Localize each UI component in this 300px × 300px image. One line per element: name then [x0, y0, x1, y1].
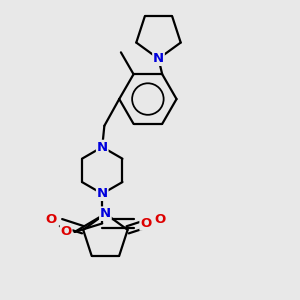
Text: O: O	[61, 225, 72, 239]
Text: O: O	[45, 213, 56, 226]
Text: N: N	[97, 140, 108, 154]
Text: N: N	[100, 207, 111, 220]
Text: N: N	[97, 187, 108, 200]
Text: O: O	[154, 213, 166, 226]
Text: O: O	[140, 217, 152, 230]
Text: N: N	[153, 52, 164, 65]
